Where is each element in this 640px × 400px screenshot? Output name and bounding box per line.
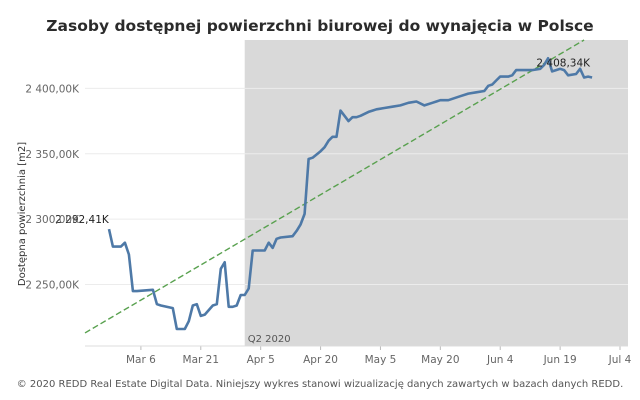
x-tick-label: May 5: [365, 354, 397, 366]
gridlines: [85, 87, 628, 286]
x-tick-label: Mar 6: [126, 354, 156, 366]
y-axis-label: Dostępna powierzchnia [m2]: [17, 142, 28, 286]
x-tick-label: May 20: [421, 354, 459, 366]
trend-line: [84, 39, 585, 334]
y-tick-label: 2 400,00K: [25, 83, 80, 95]
series-line: [107, 57, 593, 331]
footer-copyright: © 2020 REDD Real Estate Digital Data. Ni…: [17, 379, 624, 390]
x-tick-label: Jun 4: [486, 354, 514, 366]
y-tick-label: 2 250,00K: [25, 280, 80, 292]
x-tick-label: Apr 20: [303, 354, 338, 366]
q2-shaded-region: [244, 40, 629, 346]
x-tick-label: Apr 5: [247, 354, 275, 366]
end-value-label: 2 408,34K: [536, 57, 591, 69]
x-axis: Mar 6 Mar 21 Apr 5 Apr 20 May 5 May 20 Jun 4 Ju…: [85, 345, 632, 366]
x-tick-label: Jun 19: [543, 354, 577, 366]
trend-line-path: [84, 39, 585, 334]
x-tick-label: Jul 4: [608, 354, 632, 366]
y-axis: 2 250,00K 2 300,00K 2 350,00K 2 400,00K: [25, 83, 80, 291]
x-tick-label: Mar 21: [183, 354, 220, 366]
plot-area: Q2 2020 2 292,41K 2 408,34K: [55, 39, 629, 346]
chart-title: Zasoby dostępnej powierzchni biurowej do…: [46, 17, 593, 35]
y-tick-label: 2 350,00K: [25, 149, 80, 161]
y-tick-label: 2 300,00K: [25, 214, 80, 226]
shaded-region-label: Q2 2020: [248, 334, 291, 345]
start-value-label: 2 292,41K: [55, 214, 110, 226]
